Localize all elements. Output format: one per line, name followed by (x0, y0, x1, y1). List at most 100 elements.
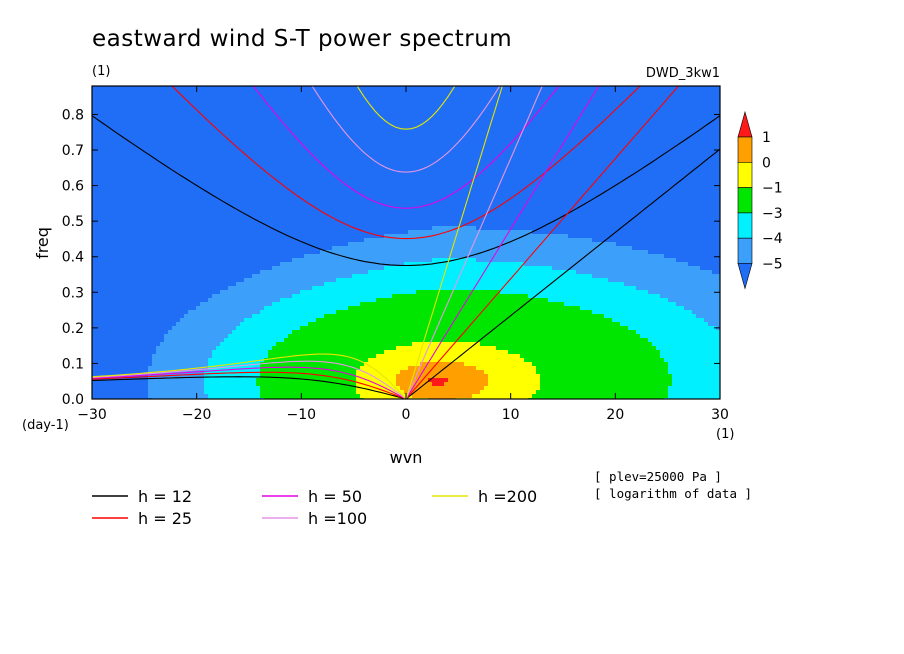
heatmap-cell (612, 318, 705, 323)
heatmap-cell (332, 246, 633, 251)
heatmap-cell (688, 262, 720, 267)
heatmap-cell (540, 386, 669, 391)
heatmap-cell (148, 394, 209, 399)
heatmap-cell (472, 394, 533, 399)
heatmap-cell (164, 338, 225, 343)
heatmap-cell (92, 214, 720, 219)
heatmap-cell (348, 242, 617, 247)
heatmap-cell (252, 314, 325, 319)
heatmap-cell (488, 378, 541, 383)
heatmap-cell (92, 102, 720, 107)
heatmap-cell (480, 342, 653, 347)
heatmap-cell (524, 358, 665, 363)
heatmap-cell (92, 302, 201, 307)
heatmap-cell (660, 350, 720, 355)
heatmap-cell (92, 278, 245, 283)
heatmap-cell (184, 314, 253, 319)
kelvin-curve-h50 (405, 86, 600, 399)
colorbar: 1 0 −1 −3 −4 −5 (737, 110, 783, 290)
heatmap-cell (92, 274, 253, 279)
heatmap-cell (92, 98, 720, 103)
curve-legend: h = 12 h = 25 h = 50 h =100 h =200 (92, 487, 537, 528)
dispersion-curves-layer (92, 86, 720, 399)
heatmap-cell (628, 326, 717, 331)
y-unit-label: (day-1) (22, 418, 69, 433)
heatmap-cell (488, 382, 541, 387)
heatmap-cell (652, 342, 720, 347)
heatmap-cell (640, 334, 720, 339)
heatmap-cell (520, 354, 661, 359)
rossby-curve-h25 (92, 371, 407, 399)
heatmap-cell (148, 382, 205, 387)
heatmap-cell (356, 374, 397, 379)
heatmap-cell (92, 306, 197, 311)
heatmap-cell (244, 278, 337, 283)
heatmap-cell (476, 226, 720, 231)
heatmap-cell (92, 294, 213, 299)
heatmap-cell (704, 318, 720, 323)
heatmap-cell (148, 386, 205, 391)
heatmap-cell (324, 314, 605, 319)
heatmap-cell (536, 366, 669, 371)
heatmap-cell (348, 306, 581, 311)
heatmap-cell (148, 374, 205, 379)
heatmap-cell (92, 330, 169, 335)
heatmap-cell (464, 362, 533, 367)
heatmap-cell (204, 382, 257, 387)
heatmap-cell (384, 266, 553, 271)
heatmap-cell (92, 326, 173, 331)
colorbar-label: 0 (762, 155, 771, 171)
heatmap-cell (636, 286, 720, 291)
heatmap-cell (208, 358, 265, 363)
heatmap-cell (336, 310, 593, 315)
heatmap-cell (404, 390, 481, 395)
heatmap-cell (484, 370, 537, 375)
heatmap-cell (92, 194, 720, 199)
heatmap-cell (156, 346, 217, 351)
heatmap-cell (92, 362, 153, 367)
heatmap-cell (672, 374, 720, 379)
colorbar-segment (737, 136, 753, 163)
heatmap-cell (664, 358, 720, 363)
heatmap-cell (592, 310, 693, 315)
heatmap-cell (696, 314, 720, 319)
heatmap-cell (280, 298, 377, 303)
heatmap-cell (672, 378, 720, 383)
heatmap-cell (152, 362, 209, 367)
heatmap-cell (548, 298, 669, 303)
heatmap-cell (212, 350, 269, 355)
heatmap-cell (92, 378, 149, 383)
heatmap-cell (92, 314, 185, 319)
heatmap-cell (148, 366, 209, 371)
rossby-curve-h50 (92, 366, 407, 399)
heatmap-cell (488, 374, 541, 379)
heatmap-cell (92, 358, 153, 363)
heatmap-cell (268, 350, 385, 355)
heatmap-cell (624, 282, 720, 287)
heatmap-cell (532, 230, 720, 235)
heatmap-cell (204, 370, 261, 375)
heatmap-cell (92, 226, 433, 231)
heatmap-cell (92, 342, 161, 347)
heatmap-cell (92, 266, 273, 271)
heatmap-cell (204, 378, 257, 383)
note-plev: [ plev=25000 Pa ] (594, 469, 722, 484)
colorbar-top-arrow (737, 110, 753, 138)
heatmap-cell (212, 294, 293, 299)
rossby-curve-h200 (92, 353, 407, 399)
heatmap-cell (92, 382, 149, 387)
run-label: DWD_3kw1 (646, 66, 720, 81)
heatmap-cell (532, 394, 669, 399)
heatmap-cell (352, 274, 593, 279)
heatmap-cell (712, 270, 720, 275)
heatmap-cell (160, 342, 221, 347)
heatmap-cell (92, 238, 365, 243)
heatmap-cell (668, 362, 720, 367)
heatmap-cell (668, 390, 720, 395)
heatmap-cell (564, 302, 677, 307)
heatmap-cell (148, 378, 205, 383)
heatmap-cell (240, 322, 309, 327)
heatmap-cell (364, 238, 593, 243)
heatmap-cell (92, 390, 149, 395)
